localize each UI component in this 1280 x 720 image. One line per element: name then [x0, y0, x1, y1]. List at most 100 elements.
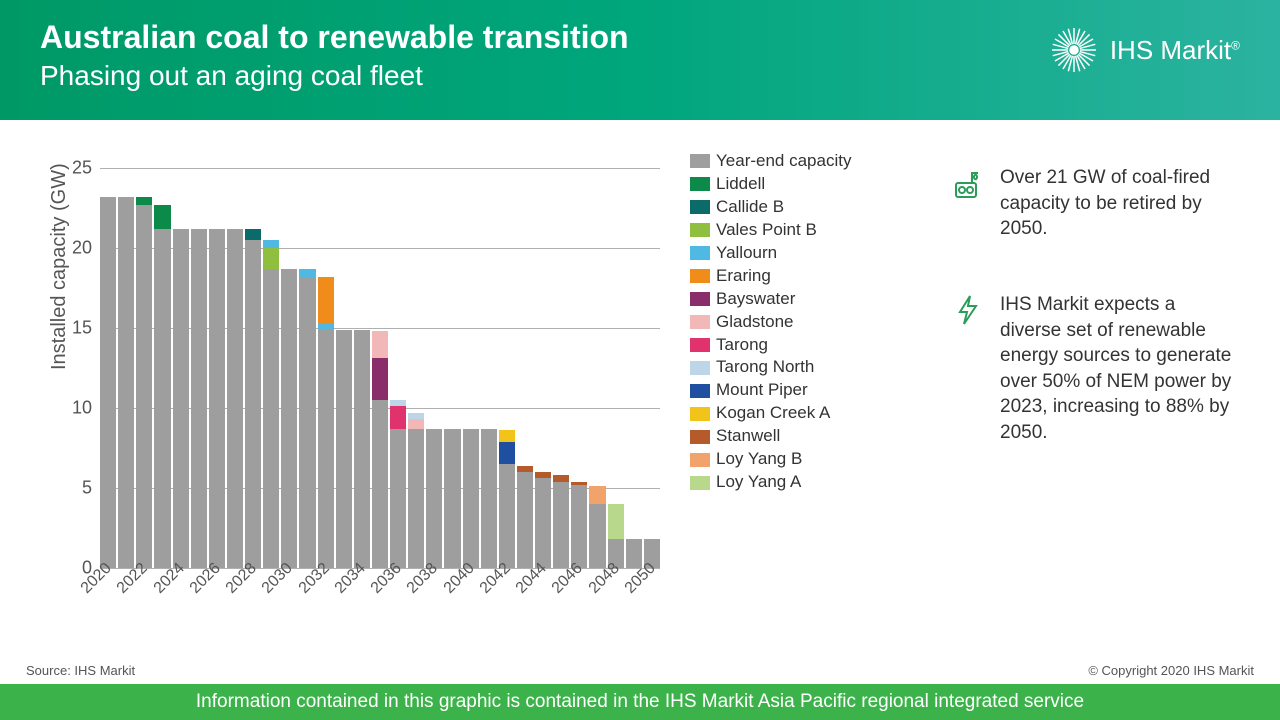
legend-label: Loy Yang A [716, 471, 801, 494]
side-note: Over 21 GW of coal-fired capacity to be … [950, 165, 1240, 242]
legend-item: Bayswater [690, 288, 930, 311]
bar-segment-kogancreek [499, 430, 515, 441]
bar-segment-base [263, 269, 279, 568]
chart-legend: Year-end capacityLiddellCallide BVales P… [680, 120, 930, 684]
bar-segment-valespoint [263, 248, 279, 269]
legend-label: Stanwell [716, 425, 780, 448]
bar-column [299, 269, 315, 568]
header-text: Australian coal to renewable transition … [40, 18, 629, 92]
bar-segment-base [372, 400, 388, 568]
legend-swatch [690, 476, 710, 490]
page-title: Australian coal to renewable transition [40, 18, 629, 56]
bar-segment-base [589, 504, 605, 568]
bar-segment-liddell [136, 197, 152, 205]
source-text: Source: IHS Markit [26, 663, 135, 678]
legend-label: Callide B [716, 196, 784, 219]
bar-segment-base [318, 330, 334, 568]
legend-item: Vales Point B [690, 219, 930, 242]
bar-segment-base [336, 330, 352, 568]
legend-swatch [690, 430, 710, 444]
bar-column [517, 466, 533, 568]
y-tick-label: 15 [60, 318, 92, 339]
legend-label: Eraring [716, 265, 771, 288]
bar-segment-yallourn [263, 240, 279, 248]
bar-segment-base [571, 485, 587, 568]
bar-column: 2022 [136, 197, 152, 568]
bar-segment-base [626, 539, 642, 568]
bar-segment-bayswater [372, 358, 388, 400]
y-tick-label: 5 [60, 478, 92, 499]
footer-text: Information contained in this graphic is… [196, 691, 1084, 713]
bar-segment-base [299, 277, 315, 568]
legend-item: Mount Piper [690, 379, 930, 402]
sunburst-icon [1050, 26, 1098, 74]
bar-column [589, 486, 605, 568]
legend-swatch [690, 200, 710, 214]
legend-swatch [690, 453, 710, 467]
bar-segment-mountpiper [499, 442, 515, 464]
y-tick-label: 10 [60, 398, 92, 419]
bar-column: 2024 [173, 229, 189, 568]
legend-label: Gladstone [716, 311, 794, 334]
side-note: IHS Markit expects a diverse set of rene… [950, 292, 1240, 446]
bar-column: 2030 [281, 269, 297, 568]
legend-item: Tarong North [690, 356, 930, 379]
legend-label: Yallourn [716, 242, 777, 265]
bar-segment-base [209, 229, 225, 568]
bar-segment-base [173, 229, 189, 568]
bar-segment-base [245, 240, 261, 568]
bar-column: 2048 [608, 504, 624, 568]
bar-column: 2028 [245, 229, 261, 568]
bar-column: 2046 [571, 482, 587, 568]
legend-label: Kogan Creek A [716, 402, 830, 425]
bar-column [154, 205, 170, 568]
bar-segment-tarong [390, 406, 406, 428]
bar-column: 2042 [499, 430, 515, 568]
bar-segment-base [354, 330, 370, 568]
bar-segment-callideb [245, 229, 261, 240]
bar-segment-base [227, 229, 243, 568]
legend-swatch [690, 338, 710, 352]
legend-swatch [690, 384, 710, 398]
plant-icon [950, 165, 986, 201]
bar-segment-base [481, 429, 497, 568]
bar-column: 2050 [644, 539, 660, 568]
bar-segment-base [390, 429, 406, 568]
bar-segment-loyyangb [589, 486, 605, 504]
brand-name: IHS Markit® [1110, 35, 1240, 66]
bar-column [336, 330, 352, 568]
bar-column [481, 429, 497, 568]
legend-swatch [690, 177, 710, 191]
legend-swatch [690, 246, 710, 260]
bar-column: 2036 [390, 400, 406, 568]
legend-swatch [690, 315, 710, 329]
footer-banner: Information contained in this graphic is… [0, 684, 1280, 720]
legend-swatch [690, 154, 710, 168]
bar-segment-base [100, 197, 116, 568]
legend-item: Gladstone [690, 311, 930, 334]
bar-column: 2026 [209, 229, 225, 568]
bar-segment-base [517, 472, 533, 568]
bar-column [372, 331, 388, 568]
source-row: Source: IHS Markit © Copyright 2020 IHS … [0, 663, 1280, 684]
y-axis-label: Installed capacity (GW) [48, 163, 71, 370]
bar-segment-base [191, 229, 207, 568]
legend-label: Mount Piper [716, 379, 808, 402]
bar-column: 2034 [354, 330, 370, 568]
bar-segment-eraring [318, 277, 334, 323]
bar-column: 2044 [535, 472, 551, 568]
legend-label: Vales Point B [716, 219, 817, 242]
legend-swatch [690, 361, 710, 375]
legend-label: Tarong [716, 334, 768, 357]
bar-column [408, 413, 424, 568]
legend-label: Loy Yang B [716, 448, 802, 471]
legend-swatch [690, 407, 710, 421]
legend-item: Stanwell [690, 425, 930, 448]
bar-segment-base [444, 429, 460, 568]
legend-item: Year-end capacity [690, 150, 930, 173]
legend-label: Year-end capacity [716, 150, 851, 173]
note-text: Over 21 GW of coal-fired capacity to be … [1000, 165, 1240, 242]
bar-column [263, 240, 279, 568]
copyright-text: © Copyright 2020 IHS Markit [1088, 663, 1254, 678]
legend-item: Loy Yang A [690, 471, 930, 494]
